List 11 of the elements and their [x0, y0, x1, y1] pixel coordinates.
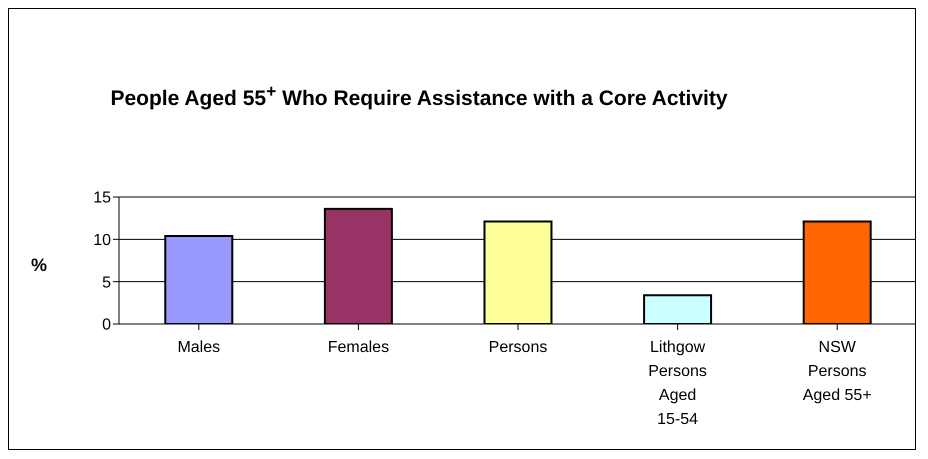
x-tick-label: Lithgow Persons Aged 15-54 — [648, 339, 707, 428]
y-tick-label: 10 — [93, 232, 112, 250]
x-tick-label: Females — [328, 339, 390, 356]
x-tick-label: Males — [177, 339, 220, 356]
chart-title: People Aged 55$^{+}$ Who Require Assistance with a Core Activity — [109, 80, 729, 112]
y-tick-label: 5 — [102, 274, 112, 292]
x-tick-label: Persons — [488, 339, 548, 356]
y-axis-title: % — [31, 255, 48, 276]
x-tick-label: NSW Persons Aged 55+ — [802, 339, 872, 404]
y-tick-label: 0 — [102, 316, 112, 334]
y-tick-label: 15 — [93, 190, 112, 207]
